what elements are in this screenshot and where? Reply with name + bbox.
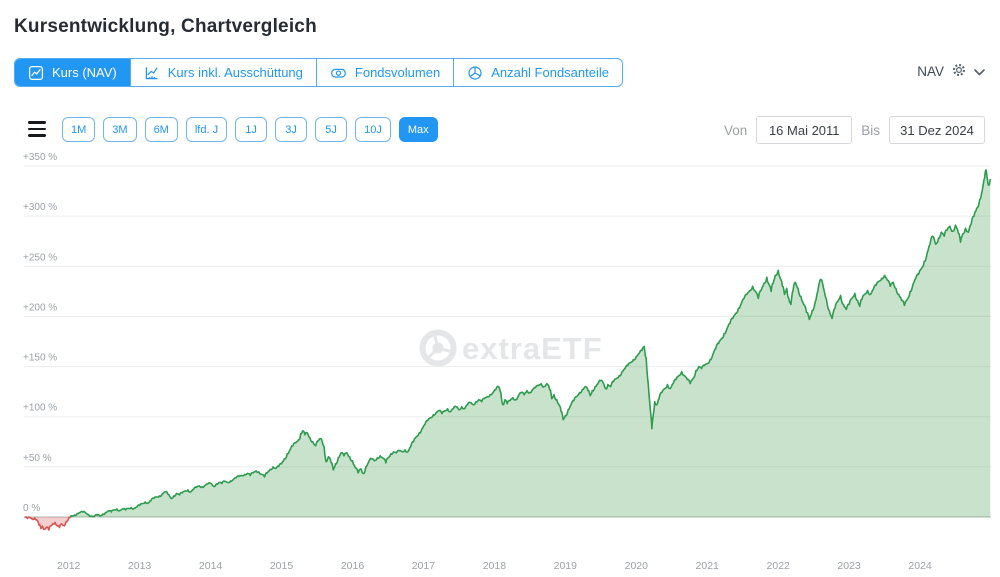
y-axis-label: +200 % <box>23 302 57 313</box>
range-button-3j[interactable]: 3J <box>275 117 308 142</box>
y-axis-label: +50 % <box>23 453 52 464</box>
from-label: Von <box>723 122 748 138</box>
negative-area-fill <box>24 517 991 530</box>
tab-label: Anzahl Fondsanteile <box>491 65 609 80</box>
tab-label: Fondsvolumen <box>354 65 441 80</box>
range-button-lfdj[interactable]: lfd. J <box>185 117 228 142</box>
positive-area-fill <box>24 170 991 517</box>
tab-fondsvolumen[interactable]: Fondsvolumen <box>317 59 455 86</box>
line-chart-icon <box>28 65 44 81</box>
gear-icon[interactable] <box>951 62 967 81</box>
metric-tab-group: Kurs (NAV) Kurs inkl. Ausschüttung Fonds… <box>14 58 623 87</box>
to-label: Bis <box>861 122 880 138</box>
x-axis-label: 2017 <box>412 560 436 572</box>
x-axis-label: 2015 <box>270 560 294 572</box>
y-axis-label: 0 % <box>23 503 40 514</box>
from-date-input[interactable] <box>756 116 853 144</box>
range-button-10j[interactable]: 10J <box>355 117 391 142</box>
y-axis-label: +300 % <box>23 202 57 213</box>
extraetf-watermark: extraETF <box>419 329 603 367</box>
to-date-input[interactable] <box>889 116 985 144</box>
chart-bars-icon <box>144 65 160 81</box>
y-axis-label: +150 % <box>23 353 57 364</box>
positive-line <box>69 169 992 518</box>
y-axis-label: +100 % <box>23 403 57 414</box>
y-axis-label: +250 % <box>23 252 57 263</box>
banknote-icon <box>330 65 347 81</box>
time-range-buttons: 1M 3M 6M lfd. J 1J 3J 5J 10J Max <box>62 117 438 142</box>
pie-chart-icon <box>467 65 483 81</box>
x-axis-label: 2023 <box>837 560 861 572</box>
nav-mode-selector[interactable]: NAV <box>917 62 985 81</box>
range-button-3m[interactable]: 3M <box>103 117 137 142</box>
x-axis-label: 2024 <box>908 560 932 572</box>
range-button-max[interactable]: Max <box>398 117 438 142</box>
tab-kurs-nav[interactable]: Kurs (NAV) <box>15 59 131 86</box>
svg-text:extraETF: extraETF <box>462 331 603 366</box>
chevron-down-icon <box>974 64 985 79</box>
price-area-chart[interactable]: 0 % +50 % +100 % +150 % +200 % +250 % +300 % +3… <box>0 145 1000 577</box>
tab-label: Kurs (NAV) <box>52 65 117 80</box>
nav-mode-label: NAV <box>917 64 944 79</box>
tab-anzahl-fondsanteile[interactable]: Anzahl Fondsanteile <box>454 59 622 86</box>
range-button-1m[interactable]: 1M <box>62 117 96 142</box>
x-axis-label: 2021 <box>696 560 720 572</box>
page-title: Kursentwicklung, Chartvergleich <box>14 16 317 37</box>
y-axis-label: +350 % <box>23 152 57 163</box>
range-button-1j[interactable]: 1J <box>235 117 268 142</box>
x-axis-label: 2012 <box>57 560 81 572</box>
x-axis-label: 2016 <box>341 560 365 572</box>
chart-menu-button[interactable] <box>28 121 46 137</box>
negative-line <box>24 516 72 531</box>
x-axis-label: 2013 <box>128 560 152 572</box>
x-axis-label: 2019 <box>554 560 578 572</box>
x-axis-label: 2020 <box>625 560 649 572</box>
tab-label: Kurs inkl. Ausschüttung <box>167 65 303 80</box>
x-axis-label: 2014 <box>199 560 223 572</box>
range-button-5j[interactable]: 5J <box>315 117 348 142</box>
range-button-6m[interactable]: 6M <box>144 117 178 142</box>
x-axis-label: 2018 <box>483 560 507 572</box>
tab-kurs-inkl-ausschuettung[interactable]: Kurs inkl. Ausschüttung <box>131 59 317 86</box>
date-range-controls: Von Bis <box>724 116 985 144</box>
x-axis-label: 2022 <box>767 560 791 572</box>
